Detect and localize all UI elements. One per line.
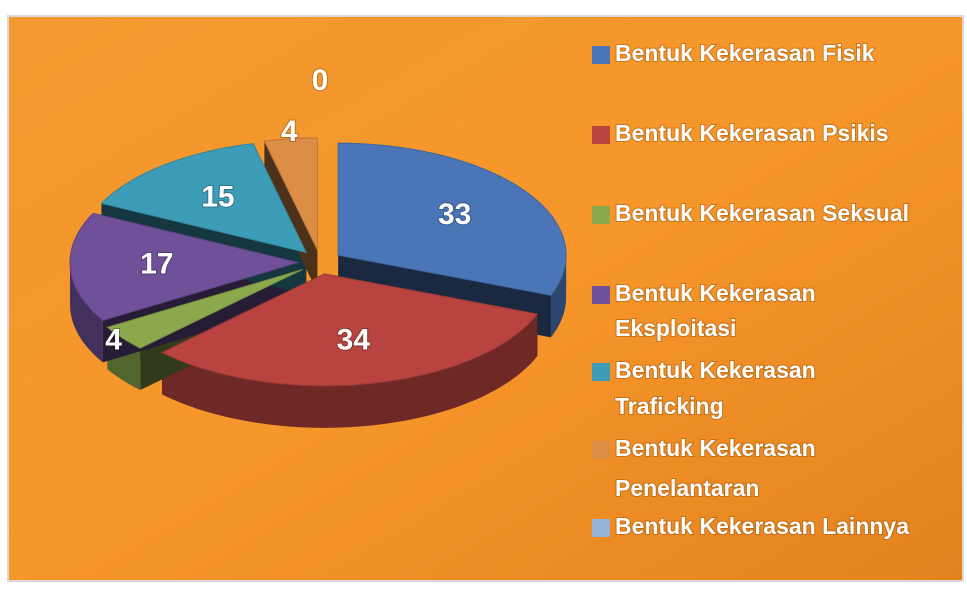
legend-swatch bbox=[592, 46, 610, 64]
legend-swatch bbox=[592, 126, 610, 144]
data-label: 4 bbox=[281, 115, 298, 148]
data-label: 4 bbox=[105, 324, 122, 357]
data-label: 15 bbox=[201, 180, 234, 213]
legend-line: Traficking bbox=[615, 393, 724, 419]
slice-tops bbox=[69, 137, 567, 387]
legend-label: Bentuk Kekerasan Traficking bbox=[615, 357, 816, 419]
data-label: 0 bbox=[312, 64, 329, 97]
slice bbox=[337, 142, 567, 296]
legend-line: Bentuk Kekerasan bbox=[615, 435, 816, 461]
legend-label: Bentuk Kekerasan Penelantaran bbox=[615, 435, 816, 501]
legend-label: Bentuk Kekerasan Lainnya bbox=[615, 513, 909, 539]
data-label: 34 bbox=[337, 324, 371, 357]
slice bbox=[69, 212, 300, 321]
legend-swatch bbox=[592, 286, 610, 304]
slice bbox=[160, 273, 539, 387]
slice bbox=[263, 137, 318, 251]
legend-swatch bbox=[592, 363, 610, 381]
legend-label: Bentuk Kekerasan Fisik bbox=[615, 40, 875, 66]
legend-swatch bbox=[592, 206, 610, 224]
slice-wall bbox=[162, 314, 538, 428]
slice bbox=[100, 143, 308, 254]
data-label: 33 bbox=[438, 198, 471, 231]
slice-wall bbox=[70, 262, 103, 363]
legend-line: Penelantaran bbox=[615, 475, 759, 501]
legend-swatch bbox=[592, 519, 610, 537]
slice-side bbox=[264, 141, 318, 292]
legend-label: Bentuk Kekerasan Seksual bbox=[615, 200, 909, 226]
legend-line: Bentuk Kekerasan bbox=[615, 280, 816, 306]
data-label: 17 bbox=[140, 248, 173, 281]
legend-line: Eksploitasi bbox=[615, 315, 736, 341]
legend-line: Bentuk Kekerasan bbox=[615, 357, 816, 383]
legend-label: Bentuk Kekerasan Psikis bbox=[615, 120, 889, 146]
legend-swatch bbox=[592, 441, 610, 459]
slice bbox=[106, 268, 303, 349]
legend-label: Bentuk Kekerasan Eksploitasi bbox=[615, 280, 816, 341]
